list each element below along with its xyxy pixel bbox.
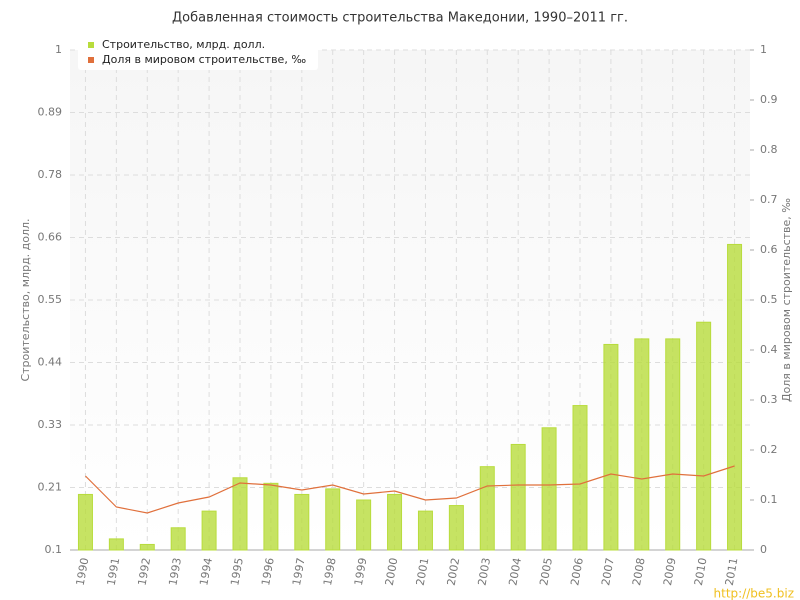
- bar: [77, 493, 93, 551]
- y-tick-label: 1: [55, 43, 62, 56]
- bar: [572, 405, 588, 551]
- x-tick-label: 1990: [74, 557, 92, 587]
- x-tick-label: 2011: [723, 557, 741, 587]
- bar: [356, 499, 372, 551]
- x-tick-label: 1997: [290, 557, 308, 587]
- y2-tick-label: 0.4: [760, 343, 778, 356]
- bar: [727, 243, 743, 551]
- y2-tick-label: 0.6: [760, 243, 778, 256]
- x-tick-label: 1999: [352, 557, 370, 587]
- y-tick-label: 0.21: [38, 481, 63, 494]
- y2-tick-label: 0.7: [760, 193, 778, 206]
- y-tick-label: 0.33: [38, 418, 63, 431]
- legend-label: Доля в мировом строительстве, ‰: [102, 53, 306, 66]
- bar: [448, 505, 464, 551]
- bar: [696, 321, 712, 551]
- bar: [325, 488, 341, 551]
- x-tick-label: 2008: [630, 557, 648, 587]
- bar: [387, 493, 403, 551]
- x-tick-label: 1996: [259, 557, 277, 587]
- x-tick-label: 1991: [105, 557, 123, 587]
- x-tick-label: 2006: [568, 557, 586, 587]
- bar: [201, 510, 217, 551]
- legend-label: Строительство, млрд. долл.: [102, 38, 265, 51]
- x-tick-label: 2001: [414, 557, 432, 587]
- bar: [170, 527, 186, 551]
- x-tick-label: 2007: [599, 557, 617, 587]
- y2-tick-label: 0.3: [760, 393, 778, 406]
- x-tick-label: 2003: [476, 557, 494, 587]
- bar: [417, 510, 433, 551]
- x-tick-label: 2005: [537, 557, 555, 587]
- bar: [665, 338, 681, 551]
- x-tick-label: 1998: [321, 557, 339, 587]
- y2-tick-label: 0.9: [760, 93, 778, 106]
- chart-title: Добавленная стоимость строительства Маке…: [172, 11, 628, 26]
- y2-tick-label: 0: [760, 543, 767, 556]
- bar: [139, 543, 155, 551]
- y-tick-label: 0.1: [45, 543, 63, 556]
- bar: [541, 427, 557, 551]
- bar: [232, 477, 248, 551]
- y2-tick-label: 0.8: [760, 143, 778, 156]
- x-tick-label: 1992: [136, 557, 154, 587]
- x-tick-label: 2002: [445, 557, 463, 587]
- y-tick-label: 0.89: [38, 106, 63, 119]
- y2-tick-label: 0.5: [760, 293, 778, 306]
- bar: [294, 493, 310, 551]
- x-tick-label: 2000: [383, 557, 401, 587]
- x-tick-label: 2004: [506, 557, 524, 587]
- x-tick-label: 1993: [166, 557, 184, 587]
- bar: [263, 482, 279, 551]
- y-tick-label: 0.66: [38, 231, 63, 244]
- y2-tick-label: 1: [760, 43, 767, 56]
- legend-swatch: [88, 42, 94, 48]
- line: [85, 465, 735, 514]
- y2-tick-label: 0.1: [760, 493, 778, 506]
- y2-axis-label: Доля в мировом строительстве, ‰: [780, 198, 793, 402]
- legend-box: [78, 36, 318, 70]
- x-tick-label: 1994: [197, 557, 215, 587]
- legend-swatch: [88, 57, 94, 63]
- y-tick-label: 0.78: [38, 168, 63, 181]
- y-tick-label: 0.55: [38, 293, 63, 306]
- bar: [634, 338, 650, 551]
- bar: [108, 538, 124, 551]
- legend: Строительство, млрд. долл. Доля в мировом…: [78, 36, 318, 70]
- y-tick-label: 0.44: [38, 356, 63, 369]
- y2-tick-label: 0.2: [760, 443, 778, 456]
- x-tick-label: 2010: [692, 557, 710, 587]
- watermark: http://be5.biz: [714, 587, 794, 600]
- y-axis-label: Строительство, млрд. долл.: [19, 218, 32, 381]
- bar: [603, 343, 619, 551]
- x-tick-label: 1995: [228, 557, 246, 587]
- x-tick-label: 2009: [661, 557, 679, 587]
- bar: [510, 443, 526, 551]
- bar: [479, 466, 495, 551]
